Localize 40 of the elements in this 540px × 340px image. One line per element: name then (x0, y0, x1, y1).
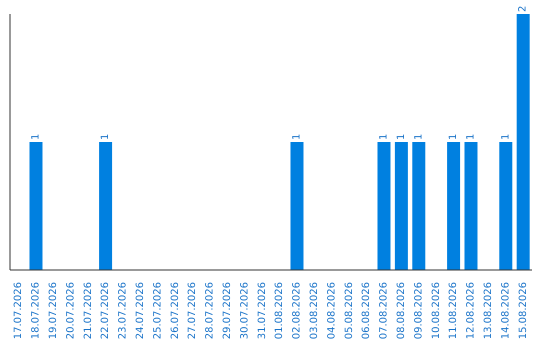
x-tick-label: 03.08.2026 (309, 282, 320, 340)
data-label: 1 (465, 134, 476, 140)
x-tick-label: 11.08.2026 (448, 282, 460, 340)
x-tick-label: 13.08.2026 (483, 282, 494, 340)
x-tick-label: 31.07.2026 (256, 282, 268, 340)
x-tick-label: 14.08.2026 (500, 282, 512, 340)
x-tick-label: 26.07.2026 (170, 282, 181, 340)
x-tick-label: 19.07.2026 (48, 282, 59, 340)
x-tick-label: 10.08.2026 (430, 282, 442, 340)
data-label: 2 (518, 6, 529, 12)
x-tick-label: 23.07.2026 (118, 282, 129, 340)
x-tick-label: 08.08.2026 (396, 282, 407, 340)
x-tick-label: 30.07.2026 (239, 282, 250, 340)
x-tick-label: 12.08.2026 (466, 282, 477, 340)
x-tick-label: 15.08.2026 (518, 282, 529, 340)
x-tick-label: 27.07.2026 (187, 282, 198, 340)
x-tick-label: 25.07.2026 (152, 282, 164, 340)
data-label: 1 (378, 134, 390, 140)
x-tick-label: 18.07.2026 (30, 282, 42, 340)
x-tick-label: 02.08.2026 (292, 282, 303, 340)
x-tick-label: 20.07.2026 (65, 282, 76, 340)
x-tick-label: 07.08.2026 (378, 282, 390, 340)
data-label: 1 (100, 134, 112, 140)
x-tick-label: 22.07.2026 (100, 282, 112, 340)
x-tick-label: 24.07.2026 (135, 282, 146, 340)
x-tick-label: 04.08.2026 (326, 282, 338, 340)
x-tick-label: 01.08.2026 (274, 282, 286, 340)
x-tick-label: 21.07.2026 (82, 282, 94, 340)
x-tick-label: 05.08.2026 (344, 282, 355, 340)
data-label: 1 (500, 134, 512, 140)
data-label: 1 (291, 134, 302, 140)
x-tick-label: 06.08.2026 (361, 282, 372, 340)
data-label: 1 (413, 134, 424, 140)
x-tick-label: 29.07.2026 (222, 282, 233, 340)
data-label: 1 (448, 134, 460, 140)
data-label: 1 (30, 134, 42, 140)
x-tick-label: 17.07.2026 (13, 282, 24, 340)
x-tick-label: 28.07.2026 (204, 282, 216, 340)
data-label: 1 (396, 134, 407, 140)
x-tick-label: 09.08.2026 (413, 282, 424, 340)
